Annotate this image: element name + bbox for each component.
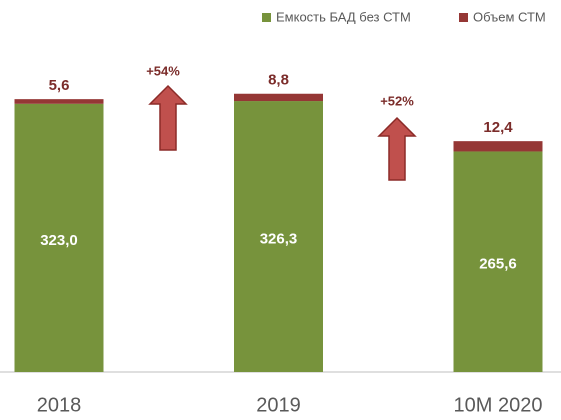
legend-label: Объем СТМ <box>473 9 546 24</box>
bar-segment <box>14 99 104 104</box>
bar-segment <box>234 101 323 372</box>
annotation: +52% <box>380 93 414 108</box>
data-label: 323,0 <box>40 232 78 249</box>
x-tick-label: 10M 2020 <box>454 394 543 416</box>
annotation: +54% <box>146 63 180 78</box>
bar-segment <box>453 141 543 152</box>
legend-swatch <box>459 13 468 22</box>
data-label: 5,6 <box>49 77 70 94</box>
bar-segment <box>14 103 104 372</box>
growth-arrow <box>377 116 417 181</box>
data-label: 265,6 <box>479 256 517 273</box>
bar-segment <box>453 151 543 372</box>
x-tick-label: 2018 <box>37 394 82 416</box>
growth-arrow <box>148 84 188 151</box>
bar-segment <box>234 93 323 102</box>
x-tick-label: 2019 <box>256 394 301 416</box>
data-label: 8,8 <box>268 72 289 89</box>
legend-swatch <box>262 13 271 22</box>
data-label: 326,3 <box>260 230 298 247</box>
legend-label: Емкость БАД без СТМ <box>276 9 411 24</box>
data-label: 12,4 <box>483 119 513 136</box>
